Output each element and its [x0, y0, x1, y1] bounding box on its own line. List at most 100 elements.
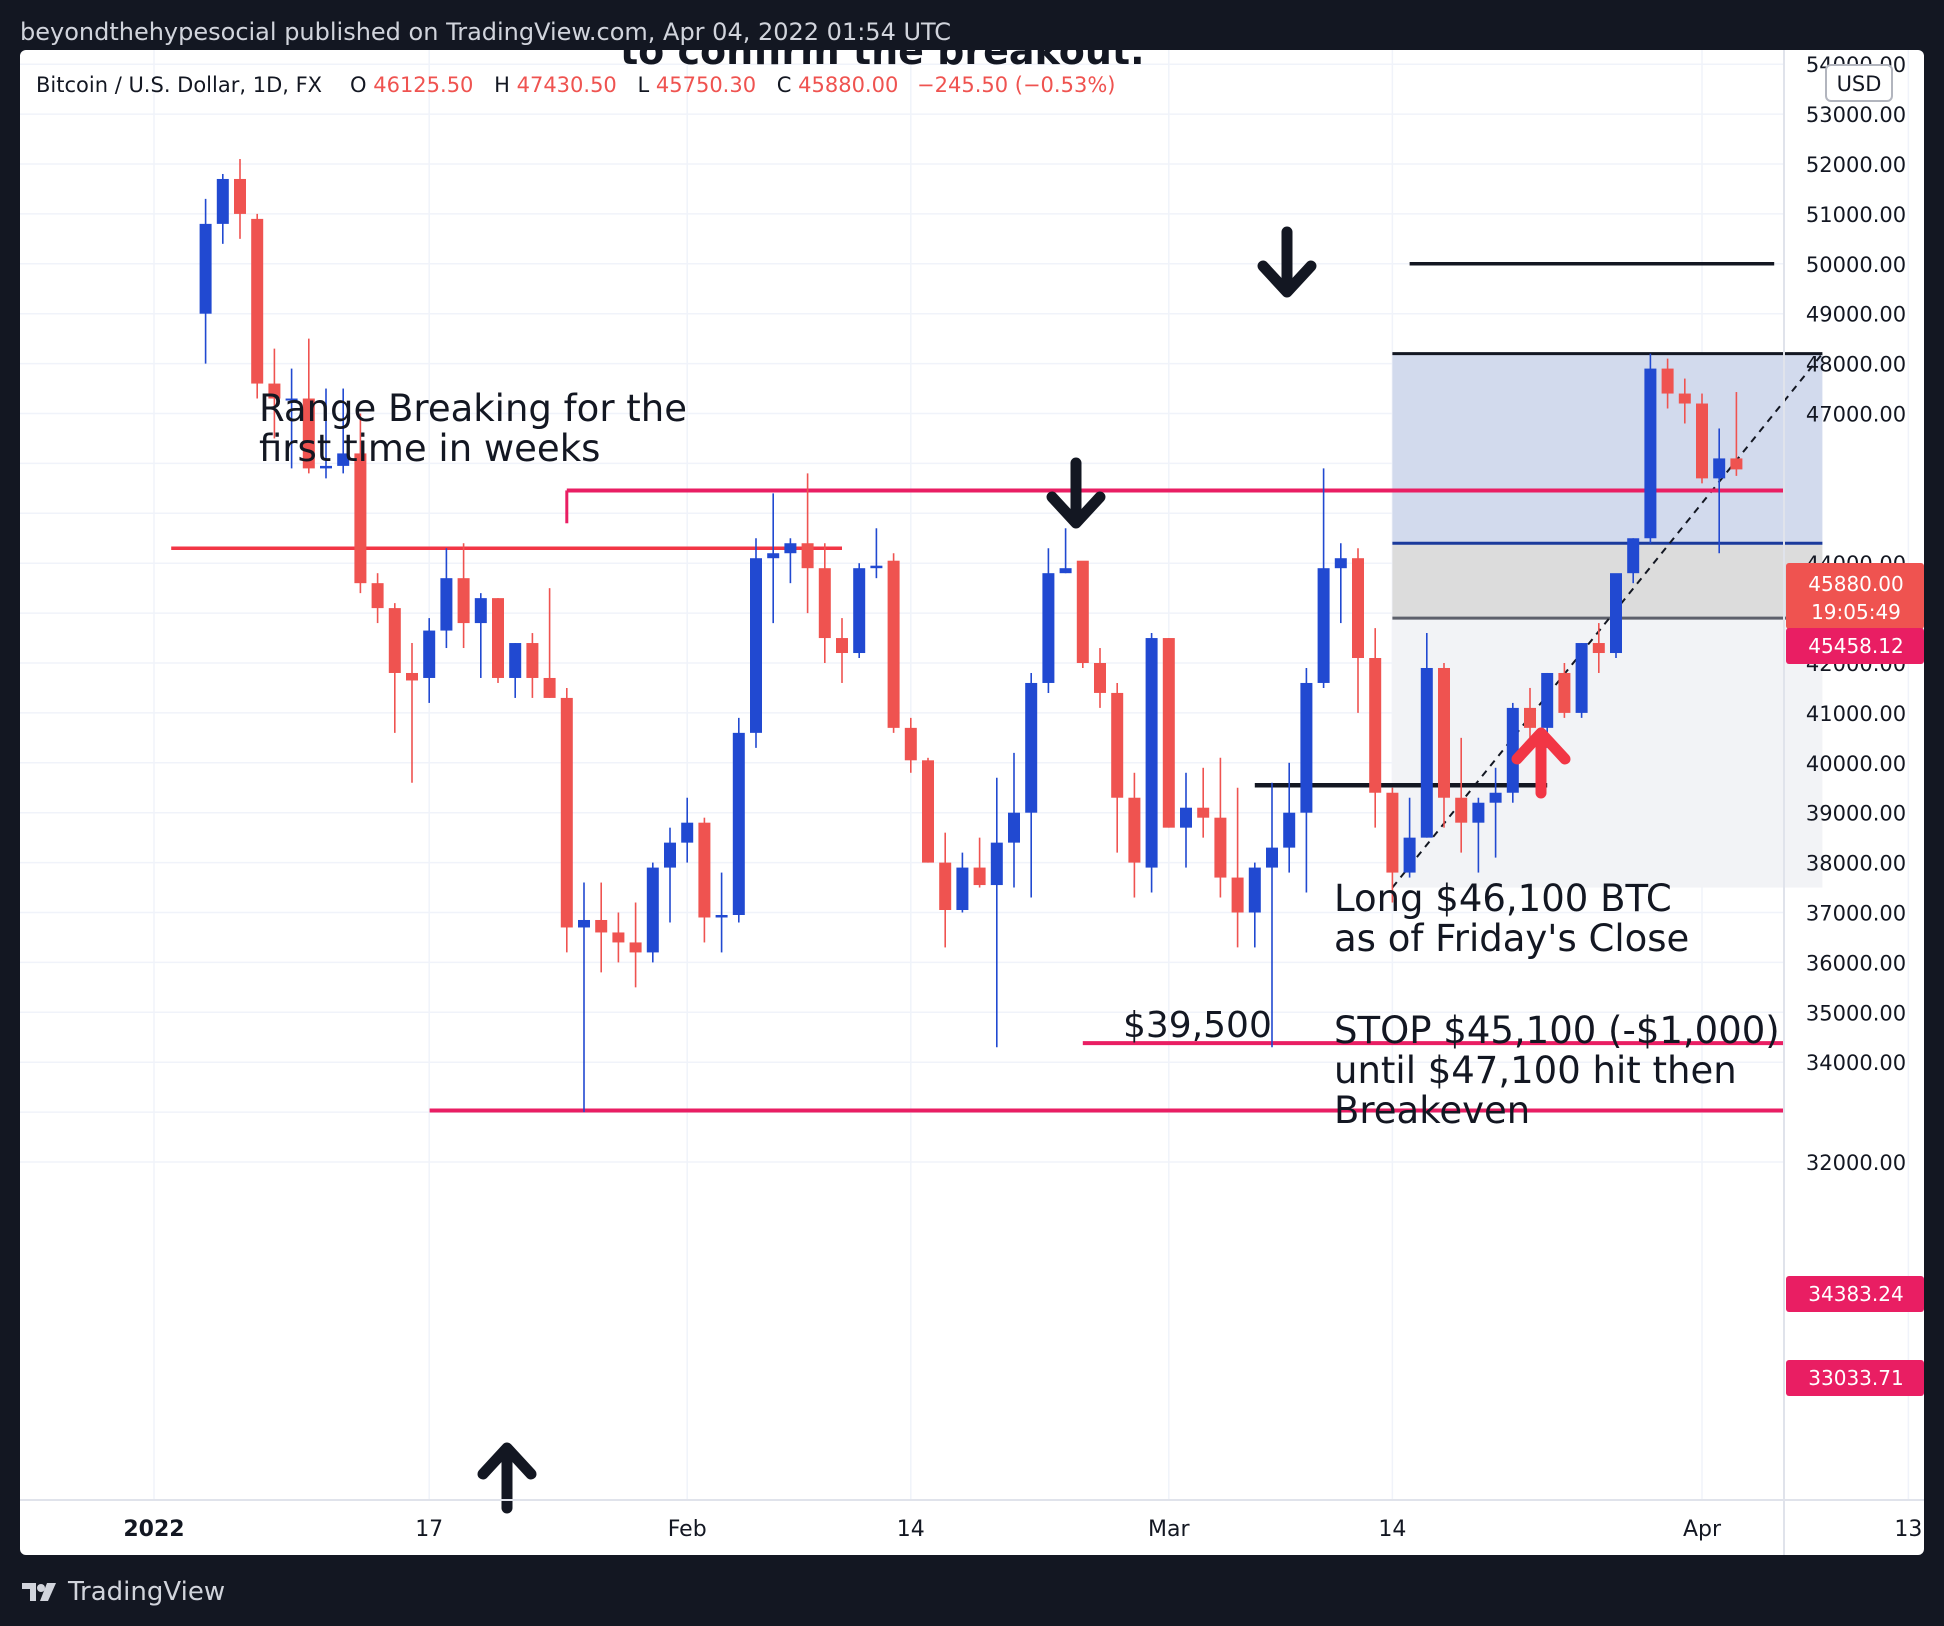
candle-down — [939, 862, 952, 911]
candle-up — [509, 643, 522, 678]
currency-button-bg[interactable] — [1825, 64, 1893, 102]
candle-down — [268, 383, 281, 399]
note-stop-line3[interactable]: Breakeven — [1334, 1089, 1530, 1132]
candle-down — [1369, 658, 1382, 793]
candle-up — [1644, 368, 1657, 539]
legend-symbol: Bitcoin / U.S. Dollar, 1D, FX — [36, 73, 322, 97]
candle-up — [1420, 667, 1433, 838]
axes[interactable]: 32000.00 34000.00 35000.00 36000.00 37000.00… — [20, 50, 1924, 1555]
candles — [199, 159, 1743, 1113]
candle-down — [818, 568, 831, 639]
candle-down — [1076, 560, 1089, 663]
candle-down — [612, 932, 625, 943]
time-tick-label: 2022 — [123, 1517, 184, 1542]
time-tick-label: Apr — [1683, 1517, 1722, 1542]
last-price-value: 45880.00 — [1808, 572, 1903, 596]
candle-up — [1610, 573, 1622, 654]
arrow-down-mid-icon — [1046, 457, 1106, 529]
candle-down — [1678, 393, 1691, 404]
note-level-39500[interactable]: $39,500 — [1123, 1005, 1272, 1046]
candle-down — [302, 398, 315, 469]
candle-up — [1334, 558, 1347, 569]
candle-up — [1042, 573, 1055, 683]
candle-up — [1283, 812, 1296, 848]
legend-line: Bitcoin / U.S. Dollar, 1D, FX O 46125.50… — [36, 73, 1115, 97]
candle-up — [337, 453, 350, 466]
candle-up — [990, 842, 1003, 886]
price-tick-label: 53000.00 — [1806, 103, 1906, 127]
level-tag-34383 — [1786, 1276, 1924, 1312]
legend-change: −245.50 (−0.53%) — [917, 73, 1115, 97]
price-tags: 45880.00 19:05:49 45458.12 34383.24 3303… — [1786, 563, 1924, 1396]
candle-up — [1403, 837, 1416, 873]
price-tick-label: 52000.00 — [1806, 153, 1906, 177]
legend-low-label: L — [637, 73, 649, 97]
candle-down — [1438, 667, 1450, 798]
candle-up — [423, 630, 436, 678]
candle-up — [750, 558, 762, 733]
candle-up — [664, 842, 676, 868]
time-axis[interactable]: 2022 17 Feb 14 Mar 14 Apr 13 — [123, 1517, 1922, 1542]
candle-up — [646, 867, 659, 953]
arrow-up-bottom-icon — [477, 1442, 537, 1514]
candle-down — [1592, 643, 1605, 654]
candle-down — [836, 638, 848, 654]
drawing-lines[interactable] — [171, 262, 1784, 1113]
long-position-tool[interactable] — [1391, 352, 1824, 889]
note-stop-line2[interactable]: until $47,100 hit then — [1334, 1049, 1737, 1092]
candle-up — [870, 565, 883, 569]
level-value-33033: 33033.71 — [1808, 1366, 1903, 1390]
candle-up — [1541, 672, 1554, 728]
candle-down — [406, 672, 418, 681]
chart-canvas[interactable]: to confirm the breakout. Range Breaking … — [20, 50, 1924, 1555]
candle-up — [732, 732, 745, 915]
level-tag-45458 — [1786, 628, 1924, 664]
candle-down — [543, 677, 556, 698]
currency-button[interactable]: USD — [1825, 64, 1893, 102]
candle-up — [1627, 538, 1640, 574]
symbol-legend: Bitcoin / U.S. Dollar, 1D, FX O 46125.50… — [36, 73, 1115, 97]
price-tick-label: 48000.00 — [1806, 353, 1906, 377]
note-long-line2[interactable]: as of Friday's Close — [1334, 917, 1689, 960]
candle-down — [251, 218, 264, 384]
candle-down — [973, 867, 986, 886]
note-long-line1[interactable]: Long $46,100 BTC — [1334, 877, 1672, 920]
level-tag-33033 — [1786, 1360, 1924, 1396]
level-value-45458: 45458.12 — [1808, 634, 1903, 658]
price-tick-label: 35000.00 — [1806, 1001, 1906, 1025]
note-range-line1[interactable]: Range Breaking for the — [259, 387, 687, 430]
candle-down — [801, 543, 814, 569]
arrow-annotations[interactable] — [477, 226, 1571, 1514]
tradingview-logo-icon — [22, 1583, 56, 1601]
time-tick-label: 14 — [1378, 1517, 1406, 1542]
note-top-text[interactable]: to confirm the breakout. — [620, 50, 1145, 73]
candle-down — [1111, 692, 1124, 798]
candle-up — [1317, 568, 1330, 683]
candle-down — [1352, 558, 1364, 659]
candle-down — [1558, 672, 1571, 713]
footer-brand-text: TradingView — [68, 1577, 226, 1607]
chart-panel[interactable]: to confirm the breakout. Range Breaking … — [20, 50, 1924, 1555]
candle-down — [234, 178, 246, 214]
candle-down — [1128, 797, 1141, 863]
candle-down — [595, 919, 608, 933]
price-tick-label: 47000.00 — [1806, 403, 1906, 427]
price-tick-label: 34000.00 — [1806, 1051, 1906, 1075]
text-annotations[interactable]: to confirm the breakout. Range Breaking … — [259, 50, 1780, 1132]
note-stop-line1[interactable]: STOP $45,100 (-$1,000) — [1334, 1009, 1780, 1052]
candle-up — [1575, 643, 1588, 713]
position-extension-zone — [1392, 618, 1823, 888]
candle-down — [1197, 807, 1210, 818]
candle-up — [1472, 802, 1485, 823]
candle-down — [904, 727, 917, 761]
price-tick-label: 51000.00 — [1806, 203, 1906, 227]
candle-up — [715, 914, 728, 918]
candle-down — [492, 598, 504, 678]
candle-down — [1696, 403, 1708, 479]
note-range-line2[interactable]: first time in weeks — [259, 427, 600, 470]
candle-up — [767, 553, 780, 559]
candle-down — [1162, 638, 1175, 828]
candle-down — [698, 822, 711, 918]
candle-down — [1231, 877, 1244, 913]
